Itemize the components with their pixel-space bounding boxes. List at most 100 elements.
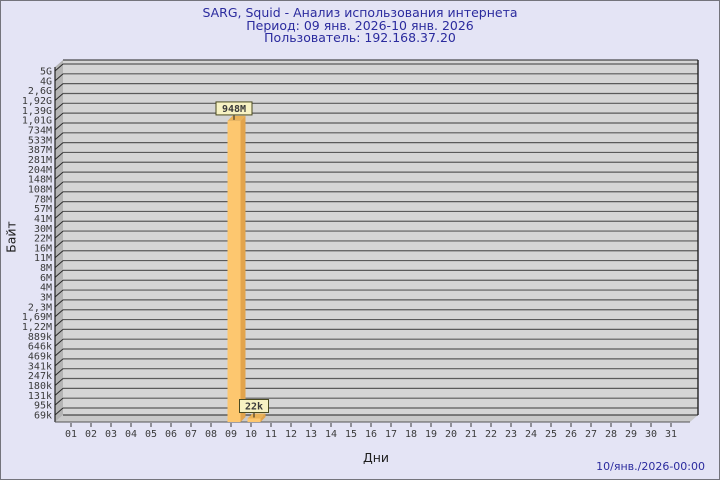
y-tick-label: 131k: [28, 391, 52, 402]
gridline-wall-segment: [54, 328, 64, 337]
gridline-wall-segment: [54, 83, 64, 92]
x-tick-label: 11: [265, 429, 277, 440]
y-tick-label: 247k: [28, 371, 52, 382]
y-tick-label: 1,22M: [22, 322, 52, 333]
y-tick-label: 41M: [34, 214, 52, 225]
gridline-wall-segment: [54, 299, 64, 308]
chart-title: SARG, Squid - Анализ использования интер…: [202, 5, 518, 20]
y-tick-label: 108M: [28, 184, 52, 195]
y-tick-label: 387M: [28, 145, 52, 156]
chart-plot-panel: [63, 60, 698, 415]
x-tick-label: 08: [205, 429, 217, 440]
y-tick-label: 2,3M: [28, 302, 52, 313]
gridline-wall-segment: [54, 250, 64, 259]
gridline-wall-segment: [54, 387, 64, 396]
x-tick-label: 10: [245, 429, 257, 440]
gridline-wall-segment: [54, 142, 64, 151]
gridline-wall-segment: [54, 201, 64, 209]
chart-3d-floor: [55, 415, 698, 422]
report-timestamp: 10/янв./2026-00:00: [596, 460, 705, 473]
gridline-wall-segment: [54, 152, 64, 160]
y-tick-label: 8M: [40, 263, 52, 274]
bar-day-09-front: [227, 120, 241, 422]
y-tick-label: 57M: [34, 204, 52, 215]
y-tick-label: 281M: [28, 155, 52, 166]
y-tick-label: 22M: [34, 234, 52, 245]
gridline-wall-segment: [54, 289, 64, 298]
y-tick-label: 341k: [28, 361, 52, 372]
chart-period: Период: 09 янв. 2026-10 янв. 2026: [246, 17, 474, 33]
x-tick-label: 12: [285, 429, 297, 440]
y-tick-label: 1,39G: [22, 106, 52, 117]
chart-header: SARG, Squid - Анализ использования интер…: [1, 5, 719, 45]
x-tick-label: 03: [105, 429, 117, 440]
bar-day-10-front: [247, 418, 261, 422]
x-tick-label: 18: [405, 429, 417, 440]
y-tick-label: 1,01G: [22, 116, 52, 127]
x-tick-label: 31: [665, 429, 677, 440]
x-tick-label: 09: [225, 429, 237, 440]
gridline-wall-segment: [54, 378, 64, 386]
gridline-wall-segment: [54, 191, 64, 200]
bar-value-label: 948M: [222, 104, 246, 115]
gridline-wall-segment: [54, 93, 64, 101]
bar-value-label: 22k: [245, 402, 263, 413]
x-tick-label: 13: [305, 429, 317, 440]
gridline-wall-segment: [54, 270, 64, 278]
gridline-wall-segment: [54, 102, 64, 111]
gridline-wall-segment: [54, 338, 64, 347]
y-tick-label: 30M: [34, 224, 52, 235]
x-tick-label: 29: [625, 429, 637, 440]
y-tick-label: 4M: [40, 283, 52, 294]
x-tick-label: 25: [545, 429, 557, 440]
y-tick-label: 646k: [28, 342, 52, 353]
x-tick-label: 22: [485, 429, 497, 440]
y-tick-label: 469k: [28, 352, 52, 363]
x-tick-label: 27: [585, 429, 597, 440]
x-tick-label: 26: [565, 429, 577, 440]
x-tick-label: 28: [605, 429, 617, 440]
y-tick-label: 69k: [34, 411, 52, 422]
x-tick-label: 14: [325, 429, 337, 440]
bar-day-09-side: [240, 115, 246, 422]
y-tick-label: 3M: [40, 293, 52, 304]
y-tick-label: 4G: [40, 76, 52, 87]
gridline-wall-segment: [54, 230, 64, 239]
x-tick-label: 04: [125, 429, 137, 440]
x-tick-label: 01: [65, 429, 77, 440]
bar-day-10-side: [260, 413, 266, 422]
gridline-wall-segment: [54, 319, 64, 327]
x-tick-label: 23: [505, 429, 517, 440]
x-tick-label: 16: [365, 429, 377, 440]
x-tick-label: 06: [165, 429, 177, 440]
x-tick-label: 20: [445, 429, 457, 440]
gridline-wall-segment: [54, 161, 64, 170]
x-tick-label: 24: [525, 429, 537, 440]
y-tick-label: 95k: [34, 401, 52, 412]
gridline-wall-segment: [54, 122, 64, 131]
y-tick-label: 148M: [28, 175, 52, 186]
gridline-wall-segment: [54, 132, 64, 141]
y-tick-label: 533M: [28, 135, 52, 146]
gridline-wall-segment: [54, 348, 64, 357]
gridline-wall-segment: [54, 240, 64, 249]
y-tick-label: 889k: [28, 332, 52, 343]
y-tick-label: 11M: [34, 253, 52, 264]
y-tick-label: 6M: [40, 273, 52, 284]
y-tick-label: 78M: [34, 194, 52, 205]
gridline-wall-segment: [54, 397, 64, 406]
gridline-wall-segment: [54, 63, 64, 72]
y-tick-label: 2,6G: [28, 86, 52, 97]
gridline-wall-segment: [54, 358, 64, 367]
y-tick-label: 1,69M: [22, 312, 52, 323]
gridline-wall-segment: [54, 181, 64, 190]
bar-value-callout: [215, 101, 253, 116]
gridline-wall-segment: [54, 171, 64, 180]
gridline-wall-segment: [54, 279, 64, 288]
x-tick-label: 05: [145, 429, 157, 440]
gridline-wall-segment: [54, 112, 64, 121]
x-axis-title: Дни: [362, 450, 390, 465]
y-tick-label: 1,92G: [22, 96, 52, 107]
gridline-wall-segment: [54, 368, 64, 377]
